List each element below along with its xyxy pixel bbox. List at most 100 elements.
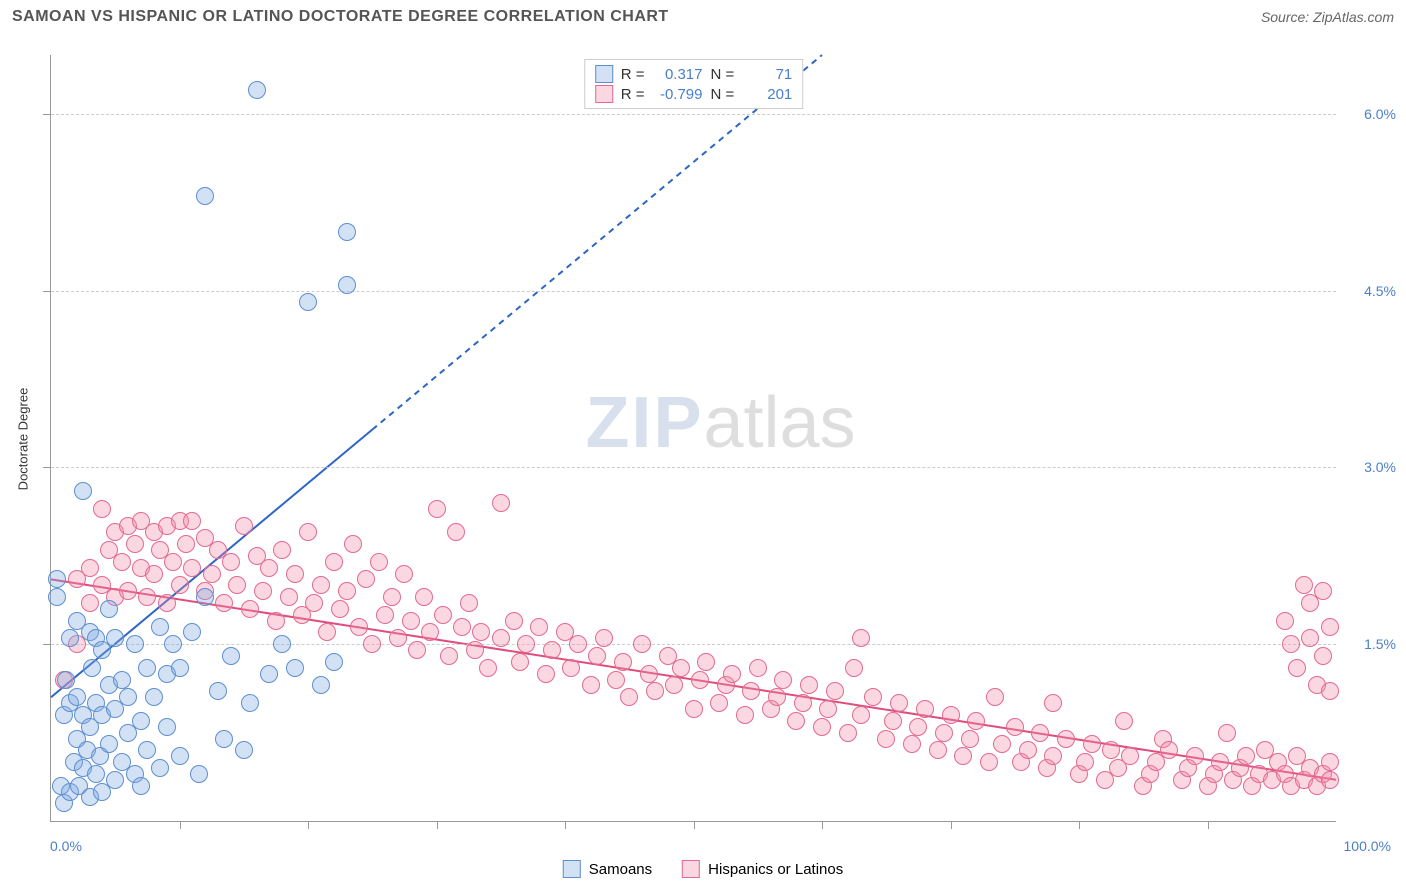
point-hispanics [357,570,375,588]
n-label: N = [711,86,735,103]
point-hispanics [620,688,638,706]
r-value-hispanics: -0.799 [653,86,703,103]
point-hispanics [588,647,606,665]
point-hispanics [929,741,947,759]
grid-line [51,114,1336,115]
point-hispanics [177,535,195,553]
point-hispanics [749,659,767,677]
point-hispanics [260,559,278,577]
point-hispanics [222,553,240,571]
swatch-samoans [595,65,613,83]
point-hispanics [1076,753,1094,771]
point-hispanics [1031,724,1049,742]
point-hispanics [338,582,356,600]
legend-item-hispanics: Hispanics or Latinos [682,860,843,878]
point-hispanics [967,712,985,730]
swatch-hispanics [682,860,700,878]
point-hispanics [421,623,439,641]
plot-area: ZIPatlas R = 0.317 N = 71 R = -0.799 N =… [50,55,1336,822]
x-tick [180,821,181,829]
point-samoans [164,635,182,653]
point-hispanics [344,535,362,553]
source-name: ZipAtlas.com [1313,9,1394,25]
point-samoans [196,588,214,606]
point-hispanics [183,559,201,577]
point-samoans [87,765,105,783]
point-hispanics [1321,771,1339,789]
point-hispanics [774,671,792,689]
point-hispanics [909,718,927,736]
point-hispanics [877,730,895,748]
point-hispanics [235,517,253,535]
swatch-hispanics [595,85,613,103]
point-samoans [83,659,101,677]
point-hispanics [961,730,979,748]
point-hispanics [1314,582,1332,600]
point-samoans [158,718,176,736]
point-hispanics [1160,741,1178,759]
y-tick-label: 4.5% [1364,283,1396,299]
point-samoans [286,659,304,677]
point-hispanics [1321,682,1339,700]
point-hispanics [395,565,413,583]
point-hispanics [826,682,844,700]
point-samoans [57,671,75,689]
watermark-zip: ZIP [585,383,703,463]
point-hispanics [1115,712,1133,730]
point-hispanics [158,594,176,612]
point-hispanics [402,612,420,630]
point-hispanics [183,512,201,530]
point-hispanics [479,659,497,677]
trend-line [372,55,822,430]
point-hispanics [1301,629,1319,647]
point-hispanics [511,653,529,671]
point-hispanics [736,706,754,724]
point-hispanics [318,623,336,641]
point-hispanics [665,676,683,694]
point-hispanics [685,700,703,718]
point-samoans [100,735,118,753]
point-hispanics [505,612,523,630]
point-hispanics [517,635,535,653]
point-hispanics [267,612,285,630]
point-hispanics [171,576,189,594]
point-hispanics [81,559,99,577]
point-samoans [132,777,150,795]
legend-item-samoans: Samoans [563,860,652,878]
point-hispanics [492,629,510,647]
point-hispanics [582,676,600,694]
r-value-samoans: 0.317 [653,66,703,83]
point-hispanics [1102,741,1120,759]
point-hispanics [607,671,625,689]
point-samoans [138,659,156,677]
point-hispanics [312,576,330,594]
point-hispanics [331,600,349,618]
point-hispanics [408,641,426,659]
point-hispanics [640,665,658,683]
point-samoans [299,293,317,311]
stats-legend: R = 0.317 N = 71 R = -0.799 N = 201 [584,59,804,109]
source-attribution: Source: ZipAtlas.com [1261,9,1394,25]
point-hispanics [428,500,446,518]
x-tick [951,821,952,829]
r-label: R = [621,86,645,103]
y-tick [43,291,51,292]
point-samoans [338,276,356,294]
point-hispanics [1276,612,1294,630]
point-samoans [61,629,79,647]
point-hispanics [325,553,343,571]
point-hispanics [299,523,317,541]
point-hispanics [492,494,510,512]
point-samoans [126,635,144,653]
point-samoans [312,676,330,694]
point-hispanics [697,653,715,671]
point-hispanics [228,576,246,594]
chart-container: ZIPatlas R = 0.317 N = 71 R = -0.799 N =… [50,55,1336,822]
point-hispanics [710,694,728,712]
point-hispanics [787,712,805,730]
point-hispanics [537,665,555,683]
point-hispanics [1057,730,1075,748]
x-tick [565,821,566,829]
y-tick [43,644,51,645]
x-tick [1208,821,1209,829]
